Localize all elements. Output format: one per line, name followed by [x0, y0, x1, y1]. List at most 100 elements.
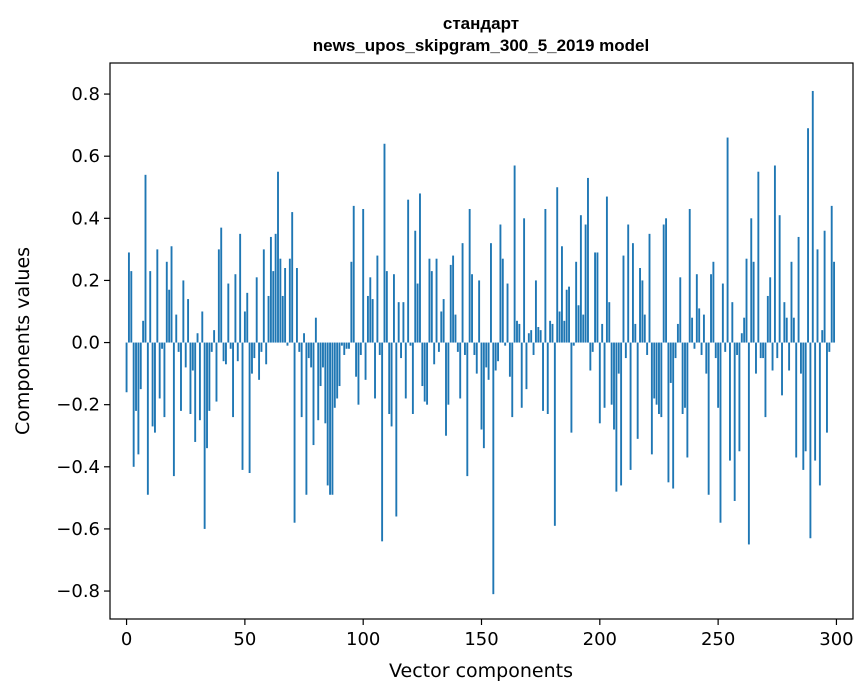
bar [222, 342, 225, 362]
bar [366, 295, 369, 343]
bar [553, 342, 556, 526]
bar [601, 323, 604, 343]
bar [414, 230, 417, 343]
bar [170, 246, 173, 343]
bar [594, 252, 597, 343]
bar [814, 342, 817, 461]
bar [497, 342, 500, 362]
y-tick-label: −0.2 [56, 395, 100, 416]
bar [743, 317, 746, 343]
bar [168, 289, 171, 343]
bar [641, 280, 644, 343]
bar [388, 342, 391, 414]
bar [274, 233, 277, 343]
y-tick-label: −0.8 [56, 581, 100, 602]
bar [383, 143, 386, 343]
bar [127, 252, 130, 343]
bar [307, 342, 310, 359]
bar [726, 137, 729, 343]
bar [494, 342, 497, 371]
bar [530, 330, 533, 343]
y-tick-label: 0.0 [71, 333, 100, 354]
bar [615, 342, 618, 492]
bar [324, 342, 327, 424]
bar [584, 224, 587, 343]
y-tick-label: 0.6 [71, 146, 100, 167]
bar [196, 333, 199, 343]
bar [710, 274, 712, 343]
bar [676, 323, 679, 343]
bar [525, 342, 528, 390]
bar [577, 305, 580, 343]
y-axis-label: Components values [12, 247, 34, 435]
bar [348, 342, 350, 349]
bar [374, 342, 376, 399]
bar [378, 342, 381, 355]
bar [712, 261, 715, 343]
bar [788, 342, 791, 371]
bar [246, 292, 249, 343]
bar [804, 342, 807, 452]
bar [617, 342, 620, 374]
bar [352, 205, 355, 343]
bar [797, 236, 800, 343]
bar [688, 208, 691, 343]
bar [314, 317, 317, 343]
bar [203, 342, 206, 529]
bar [442, 299, 445, 343]
bar [343, 342, 346, 355]
bar [745, 258, 748, 343]
bar [539, 330, 542, 343]
bar [184, 342, 187, 368]
bar [821, 330, 824, 343]
x-tick-label: 100 [346, 629, 380, 650]
y-tick-label: 0.4 [71, 208, 100, 229]
bar [435, 258, 438, 343]
bar [454, 314, 457, 343]
y-axis: −0.8 −0.6 −0.4 −0.2 0.0 0.2 0.4 0.6 0.8 [56, 84, 110, 602]
bar [201, 311, 204, 343]
bar [251, 342, 253, 374]
bar [570, 342, 573, 433]
bar [482, 342, 485, 449]
bar [518, 323, 521, 343]
bar [130, 271, 133, 343]
bar [828, 342, 831, 352]
bar [449, 264, 452, 343]
bar [833, 261, 836, 343]
bar [575, 261, 578, 343]
bar [818, 342, 821, 486]
x-axis: 0 50 100 150 200 250 300 [121, 619, 854, 650]
bar [513, 165, 516, 343]
bar [527, 333, 530, 343]
bar [139, 342, 142, 390]
bar [300, 342, 303, 418]
bar [729, 342, 731, 461]
bar [338, 342, 341, 387]
bar [326, 342, 329, 486]
bar [717, 342, 720, 408]
bar [317, 342, 320, 421]
bar [773, 165, 776, 343]
bar [217, 249, 220, 343]
bar [163, 342, 166, 418]
bar [409, 342, 412, 346]
bar [182, 280, 185, 343]
bar [702, 314, 705, 343]
bar [589, 342, 592, 371]
bar [650, 342, 653, 455]
bar [255, 277, 258, 343]
bar [236, 342, 239, 362]
bar [220, 227, 223, 343]
bar [385, 271, 388, 343]
bar [556, 187, 559, 343]
bar [411, 342, 414, 414]
bar [755, 342, 757, 374]
bar [177, 342, 180, 352]
bar [298, 342, 301, 352]
bar [733, 342, 736, 501]
bar [262, 249, 265, 343]
bar [463, 342, 466, 355]
bar [572, 342, 575, 346]
bar [402, 302, 405, 343]
